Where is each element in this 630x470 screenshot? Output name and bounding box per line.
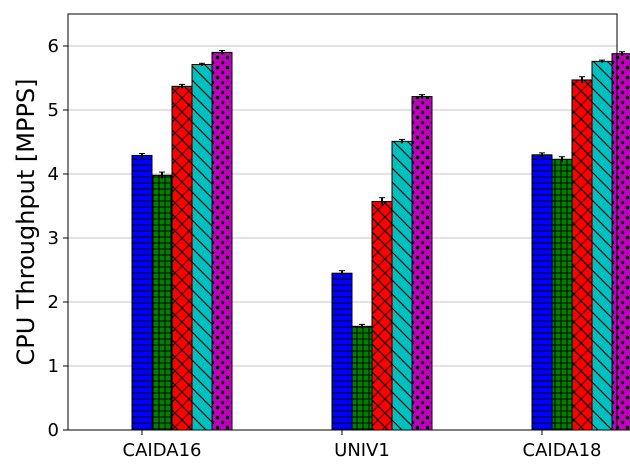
x-tick-label: CAIDA18 [523, 440, 602, 461]
bar-pattern [331, 272, 353, 431]
y-tick-label: 4 [48, 164, 59, 185]
y-tick-label: 5 [48, 100, 59, 121]
axis-ticks: 0 1 2 3 4 5 6 CAIDA16 UNIV1 CAIDA18 [48, 36, 602, 461]
bar-pattern [391, 140, 413, 431]
y-tick-label: 2 [48, 292, 59, 313]
plot-frame [67, 13, 618, 431]
bar-pattern [591, 60, 613, 431]
y-tick-label: 3 [48, 228, 59, 249]
y-axis-label: CPU Throughput [MPPS] [12, 78, 40, 365]
bar-pattern [171, 85, 193, 431]
bar-pattern [151, 174, 173, 431]
bar-pattern [411, 96, 433, 431]
x-tick-label: UNIV1 [334, 440, 390, 461]
y-tick-label: 1 [48, 356, 59, 377]
y-tick-label: 6 [48, 36, 59, 57]
bars [131, 49, 630, 431]
bar-pattern [371, 201, 393, 431]
bar-pattern [351, 325, 373, 431]
bar-pattern [191, 64, 213, 431]
y-tick-label: 0 [48, 420, 59, 441]
bar-pattern [611, 53, 630, 431]
bar-pattern [571, 79, 593, 431]
bar-pattern [131, 154, 153, 431]
bar-pattern [211, 51, 233, 431]
bar-pattern [551, 158, 573, 431]
bar-pattern [531, 154, 553, 431]
x-tick-label: CAIDA16 [123, 440, 202, 461]
